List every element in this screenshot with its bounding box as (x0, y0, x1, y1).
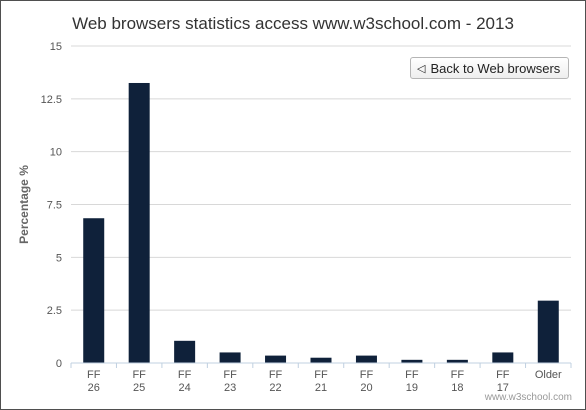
y-tick-label: 10 (50, 147, 62, 159)
y-tick-label: 0 (56, 358, 62, 370)
x-tick-label: FF (223, 369, 237, 381)
x-tick-label: FF (405, 369, 419, 381)
bar[interactable] (537, 300, 559, 363)
bar[interactable] (83, 218, 105, 363)
x-tick-label: 22 (269, 382, 281, 394)
x-tick-label: FF (269, 369, 283, 381)
x-tick-label: FF (451, 369, 465, 381)
x-tick-label: FF (496, 369, 510, 381)
x-tick-label: 21 (315, 382, 327, 394)
bar[interactable] (128, 82, 150, 363)
x-tick-label: 25 (133, 382, 145, 394)
bar[interactable] (401, 359, 423, 363)
bar[interactable] (265, 355, 287, 363)
y-tick-label: 12.5 (41, 94, 62, 106)
x-tick-label: FF (87, 369, 101, 381)
bar[interactable] (355, 355, 377, 363)
x-tick-label: Older (535, 369, 562, 381)
bars (83, 82, 559, 363)
x-tick-label: 18 (451, 382, 463, 394)
y-axis-label: Percentage % (17, 165, 31, 244)
y-tick-label: 5 (56, 252, 62, 264)
bar[interactable] (446, 359, 468, 363)
x-tick-label: FF (360, 369, 374, 381)
y-tick-label: 15 (50, 41, 62, 53)
bar[interactable] (174, 340, 196, 363)
x-tick-label: 26 (88, 382, 100, 394)
x-tick-label: FF (314, 369, 328, 381)
y-tick-label: 2.5 (47, 305, 62, 317)
x-tick-label: 20 (360, 382, 372, 394)
bar[interactable] (219, 352, 241, 363)
y-axis-ticks: 0 2.5 5 7.5 10 12.5 15 (41, 41, 62, 370)
x-tick-label: FF (178, 369, 192, 381)
x-tick-label: FF (132, 369, 146, 381)
x-axis-ticks: FF26FF25FF24FF23FF22FF21FF20FF19FF18FF17… (70, 363, 572, 394)
chart-title: Web browsers statistics access www.w3sch… (72, 14, 514, 33)
x-tick-label: 23 (224, 382, 236, 394)
back-arrow-icon: ◁ (417, 62, 426, 75)
back-to-web-browsers-button[interactable]: ◁ Back to Web browsers (410, 57, 570, 79)
back-button-label: Back to Web browsers (430, 60, 561, 76)
bar[interactable] (310, 357, 332, 363)
chart-credit[interactable]: www.w3school.com (484, 392, 572, 403)
x-tick-label: 24 (179, 382, 191, 394)
x-tick-label: 17 (497, 382, 509, 394)
y-tick-label: 7.5 (47, 200, 62, 212)
bar[interactable] (492, 352, 514, 363)
x-tick-label: 19 (406, 382, 418, 394)
